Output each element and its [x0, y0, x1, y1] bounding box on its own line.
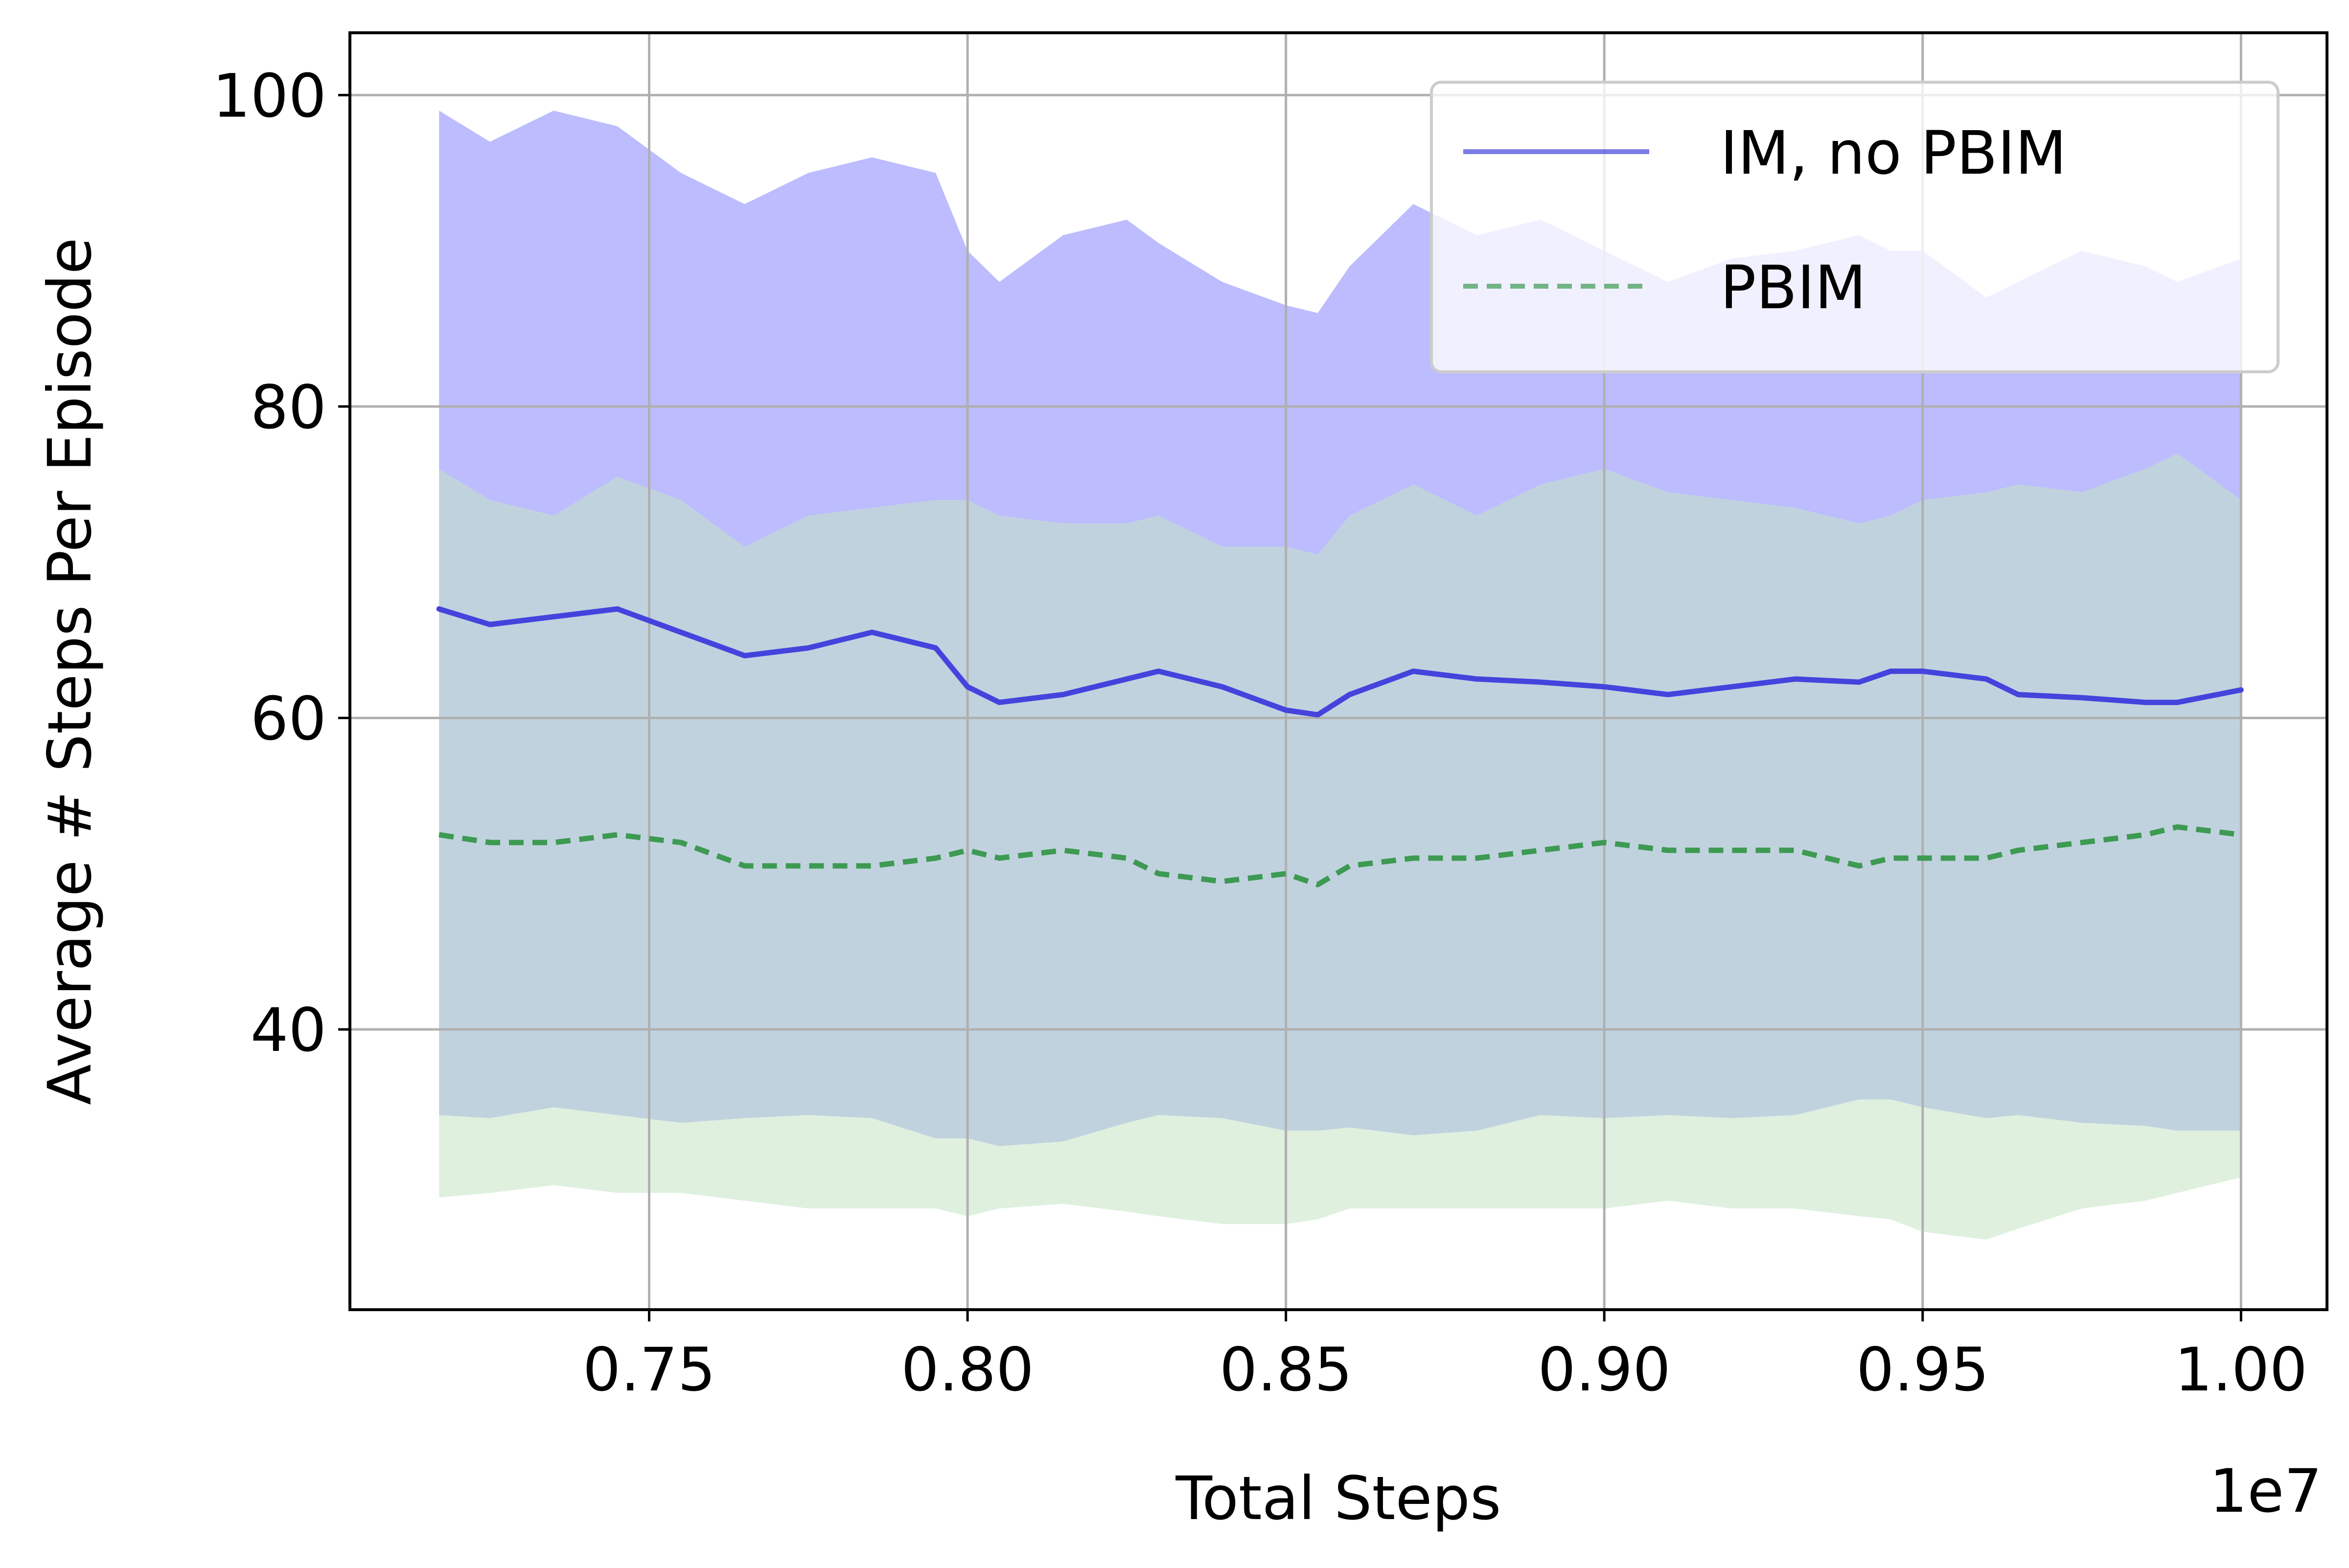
legend: IM, no PBIM PBIM	[1430, 81, 2280, 373]
line-im-no-pbim	[436, 606, 2244, 718]
x-tick-label: 1.00	[2175, 1335, 2308, 1405]
x-tick-label: 0.80	[901, 1335, 1034, 1405]
y-tick-label: 80	[251, 373, 326, 442]
legend-label-im-no-pbim: IM, no PBIM	[1720, 118, 2067, 188]
line-pbim	[438, 824, 2241, 887]
grid-lines	[350, 33, 2327, 1310]
y-axis-label: Average # Steps Per Episode	[35, 237, 105, 1105]
plot-frame	[348, 31, 2328, 1311]
x-axis-label: Total Steps	[1175, 1464, 1501, 1533]
x-tick-label: 0.75	[583, 1335, 716, 1405]
legend-label-pbim: PBIM	[1720, 253, 1866, 322]
legend-box	[1430, 81, 2280, 373]
x-tick-label: 0.90	[1538, 1335, 1671, 1405]
x-tick-label: 0.85	[1220, 1335, 1353, 1405]
y-tick-label: 60	[251, 684, 326, 753]
y-tick-label: 40	[251, 996, 326, 1065]
series-lines	[436, 606, 2244, 887]
band-pbim	[439, 453, 2241, 1240]
y-tick-label: 100	[212, 61, 326, 131]
axis-ticks: 0.75 0.80 0.85 0.90 0.95 1.00 40 60 80 100	[212, 61, 2307, 1405]
x-axis-offset-label: 1e7	[2210, 1456, 2322, 1526]
x-tick-label: 0.95	[1856, 1335, 1989, 1405]
